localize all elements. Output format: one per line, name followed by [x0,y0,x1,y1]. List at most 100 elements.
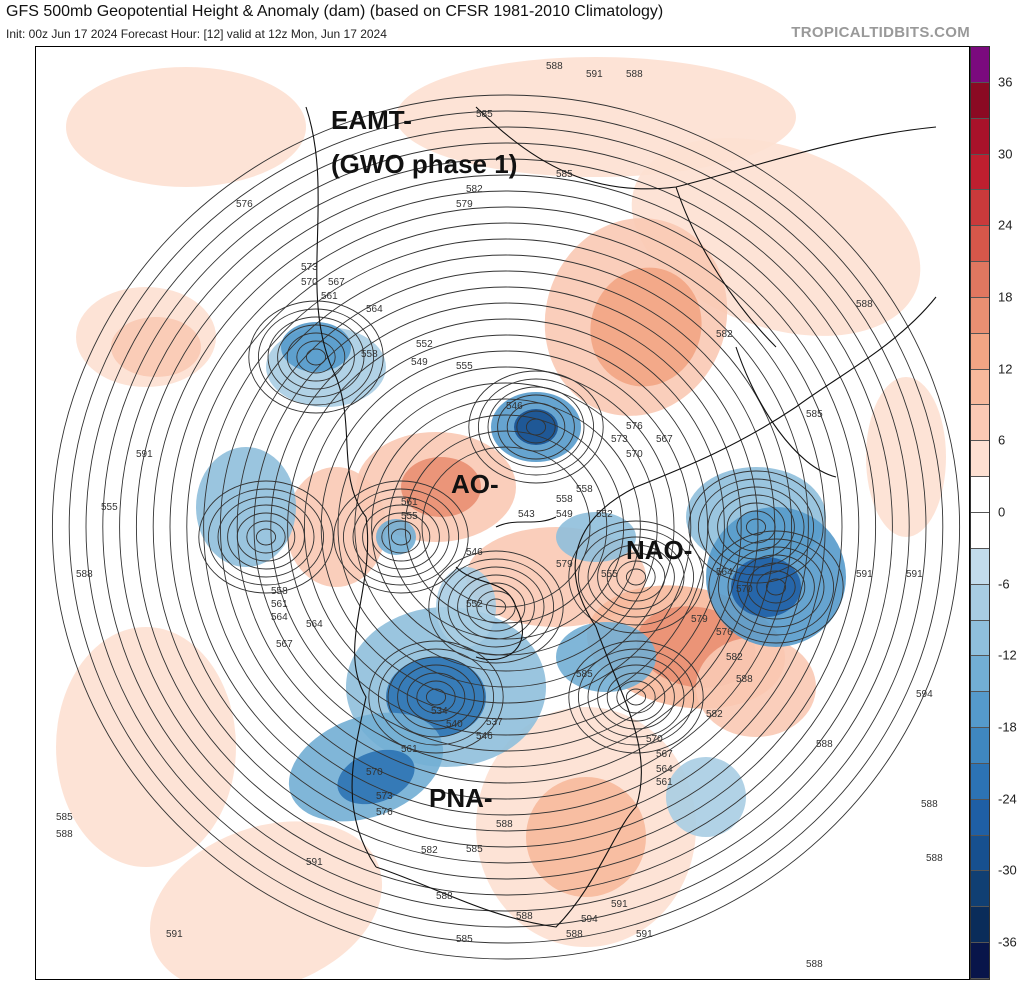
anomaly-area [149,821,383,993]
contour-label: 555 [101,502,118,513]
height-contour [333,480,469,594]
height-contour [152,190,860,864]
colorbar-bin [971,656,989,693]
anomaly-shading [56,57,946,993]
colorbar-bin [971,190,989,227]
height-contour [606,552,666,602]
coastline [574,296,937,628]
contour-label: 561 [401,497,418,508]
contour-label: 552 [466,599,483,610]
contour-label: 576 [716,627,733,638]
contour-label: 558 [361,349,378,360]
contour-label: 585 [476,109,493,120]
contour-label: 582 [421,845,438,856]
contour-label: 549 [411,357,428,368]
contour-label: 591 [611,899,628,910]
annotation-pna: PNA- [429,783,493,813]
height-contour [726,502,786,552]
contour-label: 591 [306,857,323,868]
height-contour [198,480,334,594]
colorbar-tick-label: 36 [998,74,1013,90]
height-contour [746,562,806,612]
height-contour [616,560,656,594]
colorbar [970,46,990,980]
colorbar-bin [971,835,989,872]
height-contour [606,672,666,722]
contour-label: 585 [556,169,573,180]
height-contour [362,504,440,570]
contour-label: 582 [706,709,723,720]
height-contour [119,158,893,896]
colorbar-bin [971,47,989,83]
contour-label: 573 [301,262,318,273]
coastline [305,106,367,518]
height-contour [406,672,466,722]
height-contour [337,366,675,688]
coastline [735,346,837,478]
colorbar-tick-label: -6 [998,576,1010,592]
colorbar-tick-label: -36 [998,934,1017,950]
anomaly-area [286,467,386,587]
contour-label: 564 [271,612,288,623]
contour-label: 588 [816,739,833,750]
height-contour [305,348,327,366]
height-contour [428,550,564,664]
colorbar-bin [971,907,989,944]
annotation-nao: NAO- [626,535,692,565]
contour-label: 585 [456,934,473,945]
coastline [375,806,637,928]
contour-label: 558 [271,586,288,597]
contour-label: 591 [906,569,923,580]
height-contour [625,688,647,706]
contour-label: 582 [466,184,483,195]
height-contour [688,470,824,584]
contour-label: 567 [328,277,345,288]
height-contour [506,402,566,452]
height-contour [270,302,742,752]
height-contour [368,640,504,754]
contour-label: 546 [466,547,483,558]
colorbar-bin [971,154,989,191]
coastline [595,626,642,808]
height-contour [437,558,555,656]
contour-label: 588 [806,959,823,970]
map-subtitle: Init: 00z Jun 17 2024 Forecast Hour: [12… [6,27,387,41]
annotation-eamt: EAMT- [331,105,412,135]
contour-label: 582 [716,329,733,340]
height-contour [381,520,421,554]
contour-label: 588 [76,569,93,580]
height-contour [186,222,826,832]
height-contour [277,324,355,390]
coastline [455,566,523,661]
height-contour [227,504,305,570]
coastlines [305,106,937,928]
height-contour [487,386,585,468]
height-contour [497,394,575,460]
height-contour [248,300,384,414]
colorbar-tick-label: -18 [998,719,1017,735]
colorbar-bin [971,441,989,478]
anomaly-area [696,637,816,737]
colorbar-tick-label: -24 [998,791,1017,807]
height-contour [587,536,685,618]
colorbar-bin [971,620,989,657]
anomaly-area [56,627,236,867]
contour-label: 561 [656,777,673,788]
height-contour [485,598,507,616]
anomaly-area [281,322,351,372]
brand-watermark: TROPICALTIDBITS.COM [791,24,970,41]
contour-label: 585 [56,812,73,823]
height-contour [286,332,346,382]
colorbar-bin [971,548,989,585]
colorbar-bin [971,82,989,119]
height-contour [404,430,608,624]
contour-label: 576 [236,199,253,210]
height-contour [597,544,675,610]
contour-label: 570 [301,277,318,288]
contour-label: 588 [626,69,643,80]
contour-label: 534 [431,706,448,717]
colorbar-bin [971,943,989,979]
contour-label: 591 [586,69,603,80]
coastline [495,516,557,528]
colorbar-tick-label: 18 [998,289,1013,305]
